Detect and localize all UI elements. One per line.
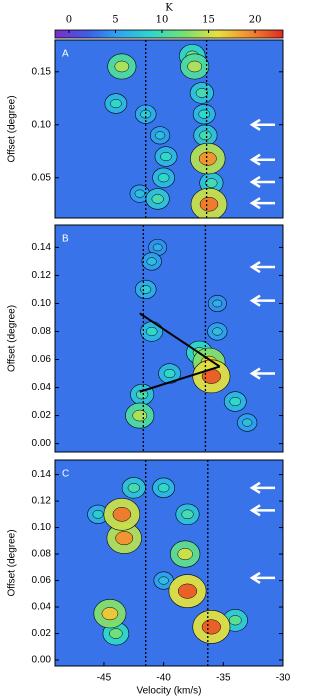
emission-core xyxy=(145,326,158,337)
arrow xyxy=(249,260,275,274)
colorbar-tick-label: 0 xyxy=(66,15,72,26)
arrow xyxy=(249,153,275,166)
y-tick-label: 0.02 xyxy=(32,628,52,639)
arrow xyxy=(249,197,275,210)
panel-label: B xyxy=(62,234,69,245)
x-tick-label: -30 xyxy=(276,673,291,684)
y-tick-label: 0.08 xyxy=(32,326,52,337)
arrow xyxy=(249,571,275,584)
panel-label: A xyxy=(62,49,69,60)
emission-core xyxy=(195,88,208,98)
emission-core xyxy=(140,109,152,119)
arrow xyxy=(249,481,275,494)
y-tick-label: 0.04 xyxy=(32,602,52,613)
emission-core xyxy=(132,409,148,422)
emission-core xyxy=(151,194,164,204)
arrow xyxy=(249,367,275,380)
colorbar-tick-label: 10 xyxy=(156,15,169,26)
emission-core xyxy=(212,327,223,336)
emission-core xyxy=(92,510,104,519)
emission-core xyxy=(154,131,166,140)
emission-core xyxy=(157,173,170,183)
y-tick-label: 0.04 xyxy=(32,382,52,393)
emission-core xyxy=(157,483,170,493)
fit-line xyxy=(139,365,221,393)
colorbar-tick-label: 15 xyxy=(202,15,215,26)
emission-core xyxy=(198,109,210,119)
y-tick-label: 0.12 xyxy=(32,270,52,281)
arrow xyxy=(249,175,275,189)
y-axis-label: Offset (degree) xyxy=(7,529,18,596)
emission-core xyxy=(160,151,172,162)
x-tick-label: -35 xyxy=(216,673,231,684)
emission-core xyxy=(101,607,119,621)
y-tick-label: 0.02 xyxy=(32,410,52,421)
emission-core xyxy=(115,531,134,546)
emission-core xyxy=(134,189,145,198)
plot-frame xyxy=(54,224,284,453)
x-tick-label: -45 xyxy=(97,673,112,684)
emission-core xyxy=(181,509,194,520)
plot-area xyxy=(55,460,283,666)
y-axis-label: Offset (degree) xyxy=(7,95,18,162)
y-tick-label: 0.06 xyxy=(32,354,52,365)
y-tick-label: 0.00 xyxy=(32,438,52,449)
emission-core xyxy=(109,628,123,639)
emission-core xyxy=(229,397,242,407)
x-axis-label: Velocity (km/s) xyxy=(136,686,201,696)
y-tick-label: 0.10 xyxy=(32,522,52,533)
y-tick-label: 0.15 xyxy=(32,66,52,77)
emission-core xyxy=(228,615,242,626)
y-tick-label: 0.00 xyxy=(32,655,52,666)
x-tick-label: -40 xyxy=(156,673,171,684)
arrow xyxy=(249,294,275,307)
emission-core xyxy=(110,99,122,109)
emission-core xyxy=(199,130,212,141)
panel-label: C xyxy=(62,469,69,480)
y-tick-label: 0.14 xyxy=(32,469,52,480)
colorbar-label: K xyxy=(165,3,173,14)
emission-core xyxy=(163,368,176,379)
y-tick-label: 0.08 xyxy=(32,549,52,560)
colorbar xyxy=(54,29,284,39)
plot-frame xyxy=(54,459,284,667)
arrow xyxy=(249,504,275,517)
y-tick-label: 0.10 xyxy=(32,119,52,130)
y-axis-label: Offset (degree) xyxy=(7,305,18,372)
emission-core xyxy=(112,507,132,522)
emission-core xyxy=(199,196,219,212)
plot-area xyxy=(55,225,283,452)
emission-core xyxy=(177,548,193,561)
emission-core xyxy=(177,583,198,599)
emission-core xyxy=(127,483,140,493)
emission-core xyxy=(140,285,152,294)
colorbar-tick-label: 5 xyxy=(112,15,118,26)
fit-line xyxy=(139,312,221,368)
arrow xyxy=(249,118,275,131)
emission-core xyxy=(158,576,169,585)
plot-area xyxy=(55,40,283,218)
plot-frame xyxy=(54,39,284,219)
emission-core xyxy=(205,178,218,188)
y-tick-label: 0.06 xyxy=(32,575,52,586)
emission-core xyxy=(187,60,203,73)
colorbar-tick-label: 20 xyxy=(249,15,262,26)
heatmap-background xyxy=(55,40,283,218)
emission-core xyxy=(212,299,223,308)
emission-core xyxy=(114,60,130,73)
y-tick-label: 0.12 xyxy=(32,496,52,507)
y-tick-label: 0.14 xyxy=(32,242,52,253)
y-tick-label: 0.05 xyxy=(32,172,52,183)
emission-core xyxy=(198,151,217,166)
emission-core xyxy=(242,418,253,427)
emission-core xyxy=(146,257,157,266)
y-tick-label: 0.10 xyxy=(32,298,52,309)
emission-core xyxy=(152,243,163,252)
emission-core xyxy=(201,619,221,635)
